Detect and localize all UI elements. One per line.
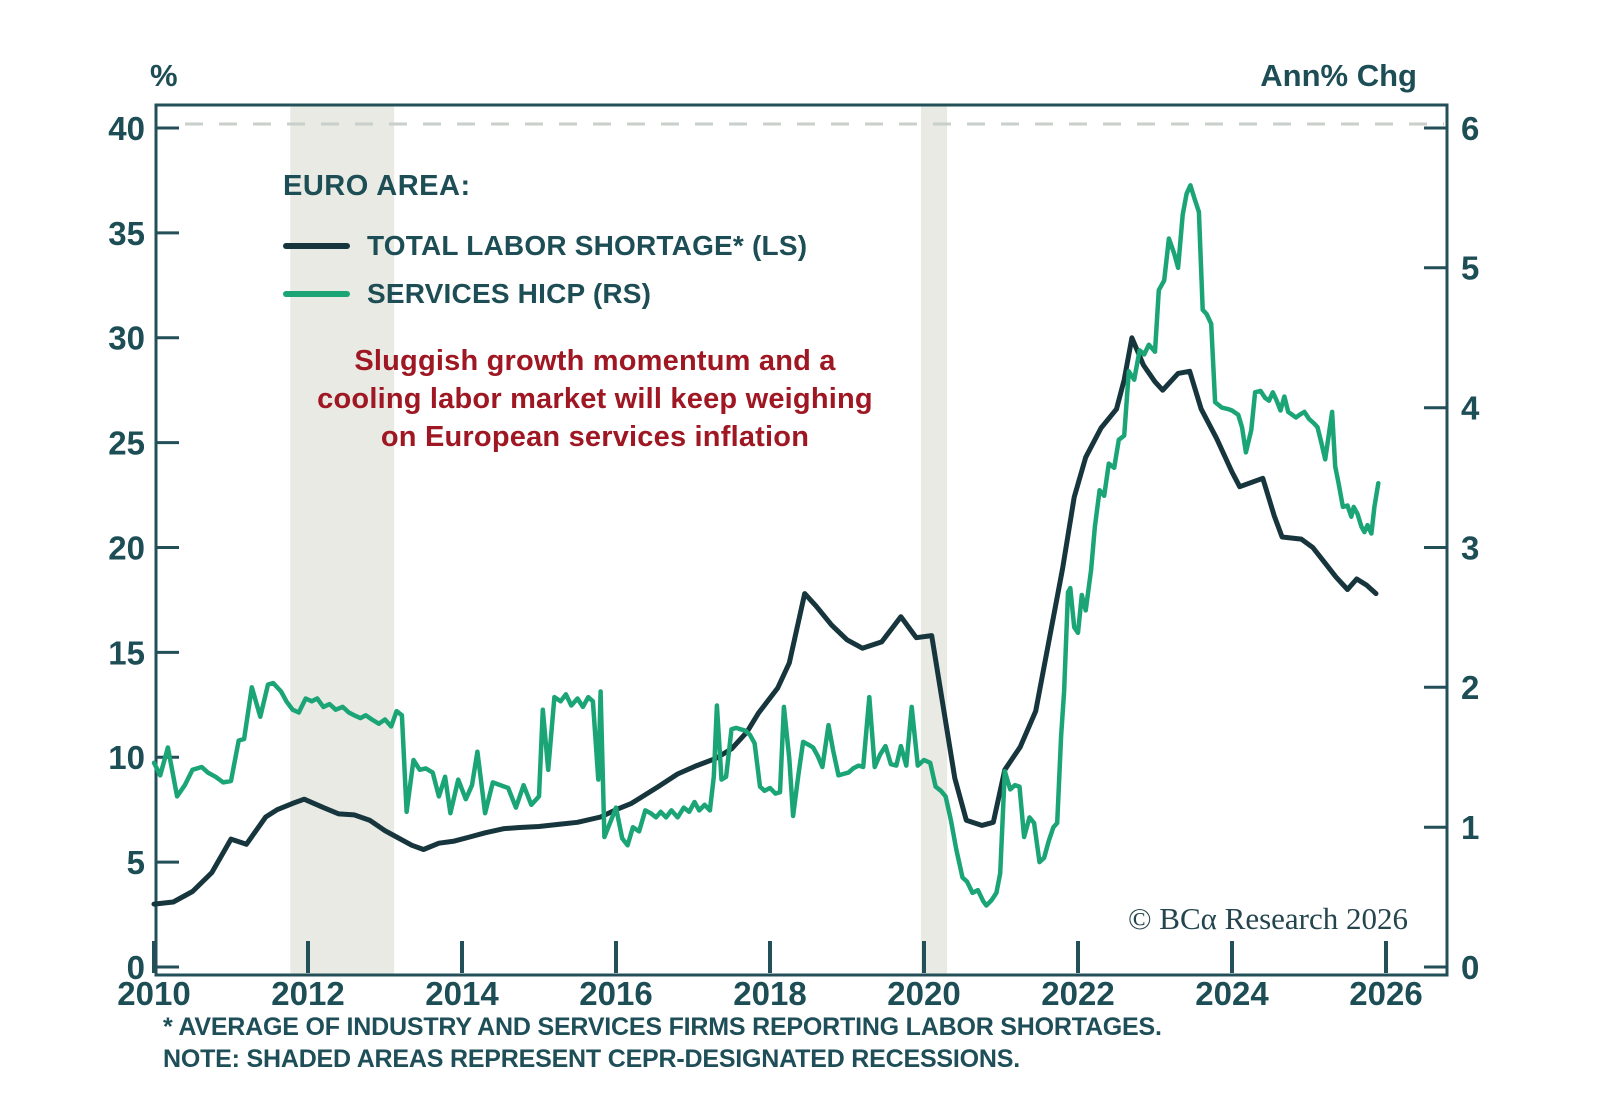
labor-shortage-line-swatch — [283, 243, 350, 249]
legend-item-label: TOTAL LABOR SHORTAGE* (LS) — [367, 230, 808, 261]
left-axis-tick-label: 5 — [127, 844, 145, 881]
right-axis-tick-label: 1 — [1461, 809, 1479, 846]
legend-title: EURO AREA: — [283, 170, 471, 202]
recession-band — [920, 105, 948, 975]
annotation-text: Sluggish growth momentum and a cooling l… — [250, 342, 940, 456]
right-axis-unit-label: Ann% Chg — [1260, 58, 1417, 93]
right-axis-tick-label: 0 — [1461, 949, 1479, 986]
copyright-text: © BCα Research 2026 — [1128, 901, 1408, 936]
left-axis-tick-label: 20 — [108, 529, 145, 566]
right-axis-tick-label: 6 — [1461, 110, 1479, 147]
right-axis-tick-label: 2 — [1461, 669, 1479, 706]
series-line-services-hicp — [151, 183, 1381, 908]
x-axis-tick-label: 2018 — [733, 975, 806, 1012]
footnote-line: * AVERAGE OF INDUSTRY AND SERVICES FIRMS… — [163, 1013, 1162, 1041]
left-axis-tick-label: 0 — [127, 949, 145, 986]
left-axis-unit-label: % — [150, 58, 178, 93]
annotation-line: cooling labor market will keep weighing — [317, 383, 873, 415]
x-axis-tick-label: 2010 — [117, 975, 190, 1012]
right-axis-tick-label: 4 — [1461, 390, 1480, 427]
legend-item-services-hicp: SERVICES HICP (RS) — [283, 277, 807, 311]
recession-band — [290, 105, 395, 975]
legend-item-label: SERVICES HICP (RS) — [367, 278, 652, 309]
left-axis-tick-label: 35 — [108, 215, 145, 252]
chart-frame — [154, 103, 1449, 977]
series-line-labor-shortage — [151, 335, 1379, 907]
x-axis-tick-label: 2020 — [887, 975, 960, 1012]
left-axis-tick-label: 15 — [108, 634, 145, 671]
left-axis-tick-label: 25 — [108, 424, 145, 461]
right-axis-tick-label: 3 — [1461, 529, 1479, 566]
annotation-line: on European services inflation — [380, 421, 810, 453]
left-axis-tick-label: 40 — [108, 110, 145, 147]
annotation-line: Sluggish growth momentum and a — [354, 345, 836, 377]
right-axis-tick-label: 5 — [1461, 250, 1479, 287]
x-axis-tick-label: 2022 — [1041, 975, 1114, 1012]
x-axis-tick-label: 2026 — [1349, 975, 1422, 1012]
footnotes: * AVERAGE OF INDUSTRY AND SERVICES FIRMS… — [163, 1011, 1162, 1075]
footnote-line: NOTE: SHADED AREAS REPRESENT CEPR-DESIGN… — [163, 1045, 1020, 1073]
x-axis-tick-label: 2014 — [425, 975, 499, 1012]
x-axis-tick-label: 2016 — [579, 975, 652, 1012]
x-axis-tick-label: 2012 — [271, 975, 344, 1012]
x-axis-tick-label: 2024 — [1195, 975, 1269, 1012]
legend: EURO AREA: TOTAL LABOR SHORTAGE* (LS) SE… — [283, 170, 807, 311]
legend-item-labor-shortage: TOTAL LABOR SHORTAGE* (LS) — [283, 229, 807, 263]
left-axis-tick-label: 30 — [108, 320, 145, 357]
left-axis-tick-label: 10 — [108, 739, 145, 776]
services-hicp-line-swatch — [283, 291, 350, 297]
